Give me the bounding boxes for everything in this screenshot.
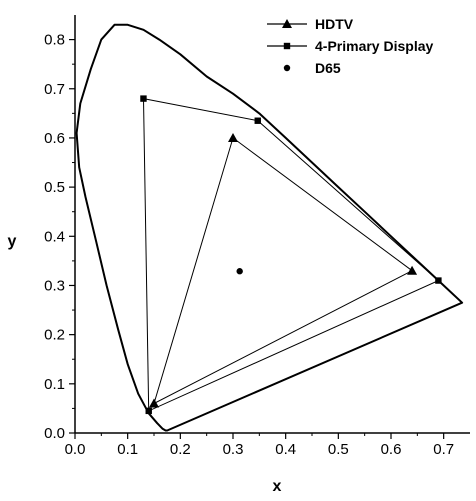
y-axis-title: y: [8, 233, 17, 250]
legend-marker-hdtv: [282, 19, 292, 28]
legend-marker-4-primary-display: [283, 42, 291, 50]
hdtv-point: [228, 132, 238, 142]
legend: HDTV 4-Primary Display D65: [267, 16, 433, 76]
x-tick-label: 0.5: [328, 441, 349, 458]
y-tick-label: 0.6: [44, 130, 65, 147]
y-tick-label: 0.4: [44, 228, 65, 245]
x-axis-title: x: [273, 478, 282, 495]
y-tick-label: 0.3: [44, 277, 65, 294]
legend-marker-d65: [283, 64, 291, 72]
y-tick-label: 0.5: [44, 179, 65, 196]
4-primary-display-point: [140, 95, 147, 102]
plot-frame: [74, 15, 470, 434]
spectral-locus: [75, 23, 464, 432]
spectral-locus-layer: [75, 23, 464, 432]
d65-point: [236, 268, 243, 275]
4-primary-display-line: [142, 97, 440, 412]
y-tick-label: 0.2: [44, 327, 65, 344]
4-primary-display-series: [140, 95, 442, 415]
y-tick-label: 0.7: [44, 81, 65, 98]
d65-series: [236, 268, 243, 275]
legend-label-4-primary-display: 4-Primary Display: [315, 38, 433, 54]
y-tick-label: 0.8: [44, 32, 65, 49]
4-primary-display-point: [254, 117, 261, 124]
4-primary-display-point: [435, 277, 442, 284]
x-tick-label: 0.3: [223, 441, 244, 458]
y-tick-label: 0.0: [44, 425, 65, 442]
x-tick-label: 0.6: [381, 441, 402, 458]
legend-label-d65: D65: [315, 60, 341, 76]
series-layer: [140, 95, 442, 415]
x-tick-label: 0.4: [275, 441, 296, 458]
x-tick-label: 0.0: [65, 441, 86, 458]
y-tick-label: 0.1: [44, 376, 65, 393]
x-tick-label: 0.1: [117, 441, 138, 458]
x-tick-label: 0.7: [433, 441, 454, 458]
4-primary-display-point: [145, 407, 152, 415]
x-tick-label: 0.2: [170, 441, 191, 458]
legend-label-hdtv: HDTV: [315, 16, 354, 32]
ticks-layer: 0.0 0.1 0.2 0.3 0.4 0.5 0.6 0.7 0.0 0.1 0.2 0.3 0.4 0…: [44, 32, 454, 458]
hdtv-point: [149, 398, 159, 408]
hdtv-line: [153, 137, 414, 405]
hdtv-point: [407, 265, 418, 275]
hdtv-series: [149, 132, 418, 408]
